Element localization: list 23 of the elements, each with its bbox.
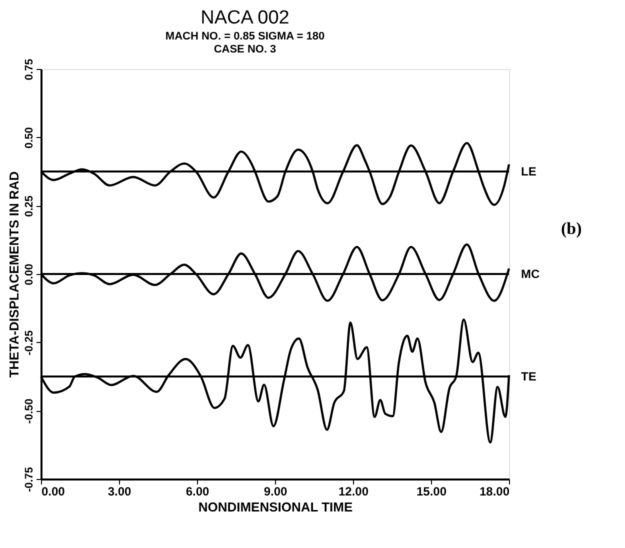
- y-tick-label: -0.75: [24, 466, 36, 492]
- text: (b): [561, 218, 582, 238]
- x-tick-label: 9.00: [264, 484, 288, 498]
- ref-line-label: MC: [521, 267, 540, 281]
- text: CASE NO. 3: [214, 43, 276, 56]
- x-tick-label: 18.00: [479, 484, 510, 498]
- chart-title: NACA 002: [200, 7, 290, 28]
- x-tick-label: 3.00: [108, 484, 132, 498]
- ref-line-label: TE: [521, 370, 536, 384]
- x-tick-label: 0.00: [42, 484, 66, 498]
- x-tick-label: 15.00: [416, 484, 447, 498]
- text: MACH NO. = 0.85 SIGMA = 180: [165, 30, 325, 42]
- ref-line-label: LE: [521, 164, 536, 178]
- y-tick-label: 0.00: [24, 264, 36, 286]
- y-tick-label: 0.50: [24, 127, 36, 149]
- y-tick-label: -0.50: [24, 398, 36, 424]
- y-axis-title: THETA-DISPLACEMENTS IN RAD: [6, 171, 22, 378]
- x-tick-label: 6.00: [186, 484, 210, 498]
- y-tick-label: 0.75: [24, 58, 36, 80]
- x-tick-label: 12.00: [338, 484, 369, 498]
- x-axis-title: NONDIMENSIONAL TIME: [198, 500, 353, 514]
- y-tick-label: 0.25: [24, 195, 36, 217]
- y-tick-label: -0.25: [24, 330, 36, 356]
